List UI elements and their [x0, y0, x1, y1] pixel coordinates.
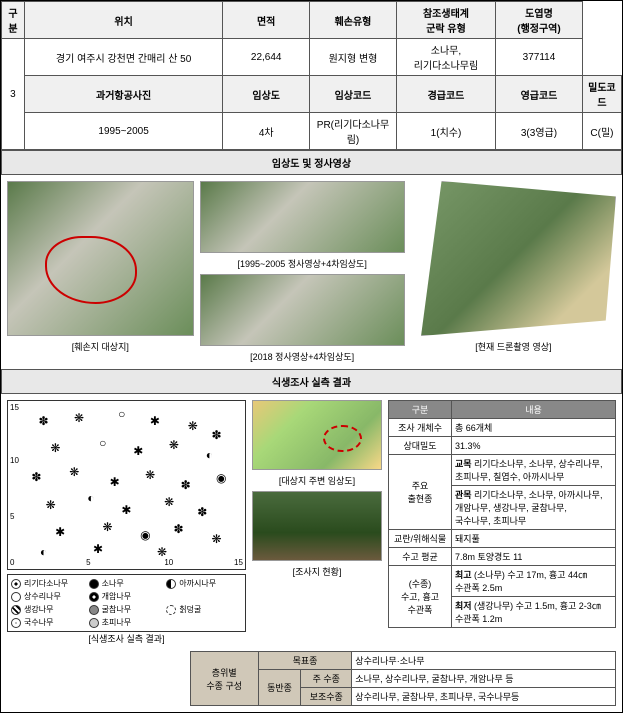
cap-c3: [현재 드론촬영 영상]: [475, 340, 551, 353]
scatter-plot: 0 5 10 15 15 10 5 ✽ ❋ ○ ✱ ❋ ✽ ❋ ○ ✱ ❋ ◐ …: [7, 400, 246, 570]
sh-code: 임상코드: [310, 76, 397, 113]
cap-scatter: [식생조사 실측 결과]: [7, 632, 246, 645]
h-loc: 위치: [24, 2, 222, 39]
v-code: PR(리기다소나무림): [310, 113, 397, 150]
sh-diam: 경급코드: [396, 76, 495, 113]
v-area: 22,644: [223, 39, 310, 76]
v-eco: 소나무, 리기다소나무림: [396, 39, 495, 76]
sh-dens: 밀도코드: [582, 76, 621, 113]
h-eco: 참조생태계 군락 유형: [396, 2, 495, 39]
layer-table: 층위별 수종 구성 목표종 상수리나무·소나무 동반종 주 수종 소나무, 상수…: [190, 651, 616, 706]
sh-forest: 임상도: [223, 76, 310, 113]
info-table: 구분내용 조사 개체수총 66개체 상대밀도31.3% 주요출현종교목 리기다소…: [388, 400, 616, 628]
cap-c2a: [1995~2005 정사영상+4차임상도]: [238, 257, 367, 270]
cap-photo: [조사지 현황]: [252, 565, 382, 578]
cap-c2b: [2018 정사영상+4차임상도]: [250, 350, 354, 363]
v-forest: 4차: [223, 113, 310, 150]
h-map: 도엽명 (행정구역): [496, 2, 583, 39]
v-diam: 1(치수): [396, 113, 495, 150]
sh-photo: 과거항공사진: [24, 76, 222, 113]
h-gubun: 구분: [2, 2, 25, 39]
v-age: 3(3영급): [496, 113, 583, 150]
v-loc: 경기 여주시 강천면 간매리 산 50: [24, 39, 222, 76]
v-map: 377114: [496, 39, 583, 76]
surrounding-map-image: [252, 400, 382, 470]
ortho-1995-image: [200, 181, 405, 253]
v-gubun: 3: [2, 39, 25, 150]
cap-map: [대상지 주변 임상도]: [252, 474, 382, 487]
section2-title: 식생조사 실측 결과: [1, 369, 622, 394]
header-table: 구분 위치 면적 훼손유형 참조생태계 군락 유형 도엽명 (행정구역) 3 경…: [1, 1, 622, 150]
v-dens: C(밀): [582, 113, 621, 150]
h-area: 면적: [223, 2, 310, 39]
site-photo-image: [252, 491, 382, 561]
sh-age: 영급코드: [496, 76, 583, 113]
lower-area: 0 5 10 15 15 10 5 ✽ ❋ ○ ✱ ❋ ✽ ❋ ○ ✱ ❋ ◐ …: [1, 394, 622, 651]
legend-box: 리기다소나무 소나무 아까시나무 상수리나무 개암나무 생강나무 굴참나무 칡덩…: [7, 574, 246, 632]
section1-title: 임상도 및 정사영상: [1, 150, 622, 175]
ortho-2018-image: [200, 274, 405, 346]
damage-site-image: [7, 181, 194, 336]
h-damage: 훼손유형: [310, 2, 397, 39]
image-row-1: [훼손지 대상지] [1995~2005 정사영상+4차임상도] [2018 정…: [1, 175, 622, 369]
v-damage: 원지형 변형: [310, 39, 397, 76]
drone-image: [411, 181, 616, 336]
cap-c1: [훼손지 대상지]: [72, 340, 129, 353]
v-photo: 1995~2005: [24, 113, 222, 150]
